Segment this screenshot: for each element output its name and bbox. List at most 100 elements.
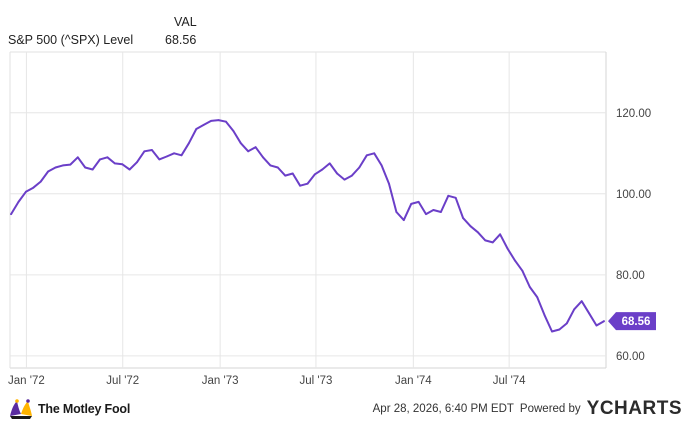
data-point	[10, 213, 13, 216]
data-point	[425, 213, 427, 216]
data-point	[499, 233, 501, 236]
data-point	[462, 217, 464, 220]
data-point	[202, 124, 205, 126]
data-point	[314, 173, 316, 176]
data-point	[210, 120, 213, 122]
series-line	[10, 119, 605, 333]
chart-gridlines	[9, 51, 607, 369]
data-point	[343, 178, 346, 181]
data-point	[580, 300, 583, 303]
y-tick-label: 120.00	[616, 108, 651, 120]
data-point	[269, 164, 272, 167]
data-point	[158, 158, 161, 161]
data-point	[143, 150, 146, 153]
data-point	[388, 182, 390, 185]
data-point	[358, 166, 361, 169]
x-tick-label: Jan '73	[202, 375, 239, 387]
series-layer: 68.56	[10, 119, 656, 333]
data-point	[84, 166, 87, 169]
data-point	[195, 128, 198, 130]
data-point	[165, 155, 168, 158]
data-point	[121, 163, 124, 166]
data-point	[395, 211, 398, 213]
x-tick-label: Jan '74	[395, 375, 432, 387]
data-point	[225, 120, 227, 123]
x-tick-label: Jul '73	[299, 375, 332, 387]
data-point	[25, 190, 27, 193]
data-point	[410, 203, 413, 205]
data-point	[573, 308, 576, 311]
data-point	[514, 259, 516, 262]
data-point	[417, 201, 420, 203]
data-point	[469, 225, 472, 228]
legend-series-label: S&P 500 (^SPX) Level	[8, 33, 134, 47]
data-point	[113, 162, 116, 165]
data-point	[321, 168, 324, 171]
data-point	[484, 239, 487, 242]
y-tick-label: 80.00	[616, 270, 645, 282]
data-point	[558, 328, 561, 331]
data-point	[62, 164, 64, 167]
brand: The Motley Fool	[8, 398, 130, 420]
x-tick-label: Jul '74	[493, 375, 526, 387]
data-point	[32, 186, 35, 189]
data-point	[99, 158, 101, 161]
last-value-badge	[608, 312, 656, 331]
data-point	[365, 154, 368, 157]
data-point	[506, 247, 509, 250]
data-point	[491, 241, 494, 244]
data-point	[373, 152, 376, 155]
data-point	[380, 164, 383, 167]
brand-name: The Motley Fool	[38, 402, 131, 416]
data-point	[69, 163, 72, 166]
data-point	[432, 209, 435, 211]
data-point	[299, 184, 301, 187]
legend-value: 68.56	[165, 33, 197, 47]
data-point	[151, 149, 153, 151]
data-point	[336, 172, 338, 175]
data-point	[521, 269, 524, 272]
x-tick-label: Jul '72	[106, 375, 139, 387]
data-point	[54, 166, 57, 169]
data-point	[17, 201, 20, 203]
data-point	[239, 142, 242, 145]
legend-value-header: VAL	[174, 15, 197, 29]
data-point	[454, 196, 457, 199]
data-point	[247, 150, 250, 153]
jester-hat-icon	[10, 399, 32, 419]
data-point	[528, 286, 531, 288]
data-point	[477, 231, 479, 234]
data-point	[106, 156, 109, 159]
x-tick-label: Jan '72	[8, 375, 45, 387]
y-tick-label: 100.00	[616, 189, 651, 201]
data-point	[188, 142, 190, 145]
data-point	[536, 296, 539, 298]
data-point	[284, 174, 287, 177]
y-axis-ticks: 60.00 80.00 100.00 120.00	[616, 108, 651, 363]
data-point	[328, 162, 331, 165]
data-point	[76, 156, 79, 159]
data-point	[595, 324, 598, 327]
x-axis-ticks: Jan '72 Jul '72 Jan '73 Jul '73 Jan '74 Jul '…	[8, 375, 526, 387]
footer-powered-by: Powered by	[519, 403, 581, 415]
data-point	[91, 168, 94, 171]
data-point	[402, 219, 405, 222]
data-point	[291, 172, 294, 175]
data-point	[173, 152, 176, 155]
last-value-label: 68.56	[622, 316, 651, 328]
data-point	[306, 182, 309, 185]
y-tick-label: 60.00	[616, 351, 645, 363]
data-point	[39, 180, 42, 183]
footer-timestamp: Apr 28, 2026, 6:40 PM EDT	[372, 403, 514, 415]
data-point	[136, 161, 138, 164]
data-point	[447, 194, 450, 197]
footer: Apr 28, 2026, 6:40 PM EDT Powered by YCH…	[373, 398, 682, 420]
data-point	[217, 119, 220, 121]
data-point	[543, 314, 546, 317]
data-point	[565, 322, 568, 325]
data-point	[128, 168, 131, 171]
data-point	[180, 154, 183, 157]
data-point	[254, 146, 257, 149]
ycharts-logo[interactable]: YCHARTS	[586, 398, 682, 419]
